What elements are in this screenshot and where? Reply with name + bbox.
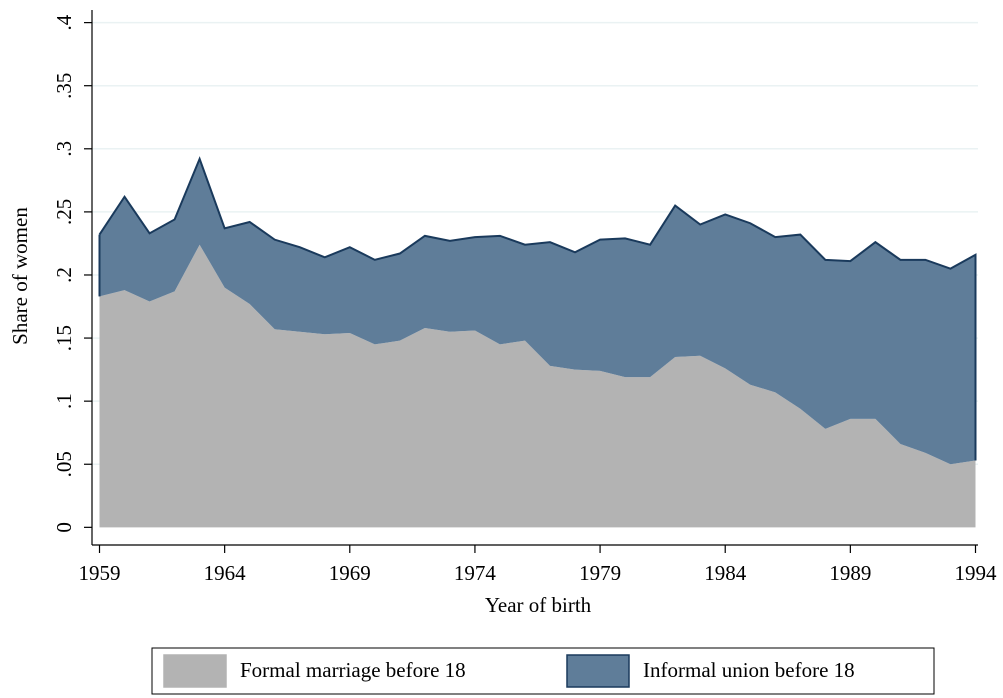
y-tick-label: .25: [52, 199, 76, 225]
x-tick-label: 1959: [79, 561, 121, 585]
legend-label: Formal marriage before 18: [240, 658, 466, 682]
y-axis-title: Share of women: [8, 207, 32, 345]
x-tick-label: 1989: [829, 561, 871, 585]
y-tick-label: .05: [52, 451, 76, 477]
y-tick-label: .3: [52, 141, 76, 157]
area-outline: [98, 156, 977, 461]
x-tick-label: 1964: [204, 561, 247, 585]
y-tick-label: .2: [52, 267, 76, 283]
y-tick-label: .35: [52, 73, 76, 99]
y-tick-label: .15: [52, 325, 76, 351]
area: [99, 244, 976, 528]
y-tick-label: .1: [52, 393, 76, 409]
legend-box: [151, 647, 935, 695]
x-tick-label: 1984: [704, 561, 747, 585]
x-axis-title: Year of birth: [485, 593, 592, 617]
y-tick-label: .4: [52, 14, 76, 30]
legend-swatch: [566, 654, 630, 688]
x-tick-label: 1994: [954, 561, 997, 585]
legend-label: Informal union before 18: [643, 658, 855, 682]
legend-swatch: [163, 654, 227, 688]
y-tick-label: 0: [52, 522, 76, 533]
x-tick-label: 1974: [454, 561, 497, 585]
x-tick-label: 1979: [579, 561, 621, 585]
area: [99, 158, 976, 465]
x-tick-label: 1969: [329, 561, 371, 585]
